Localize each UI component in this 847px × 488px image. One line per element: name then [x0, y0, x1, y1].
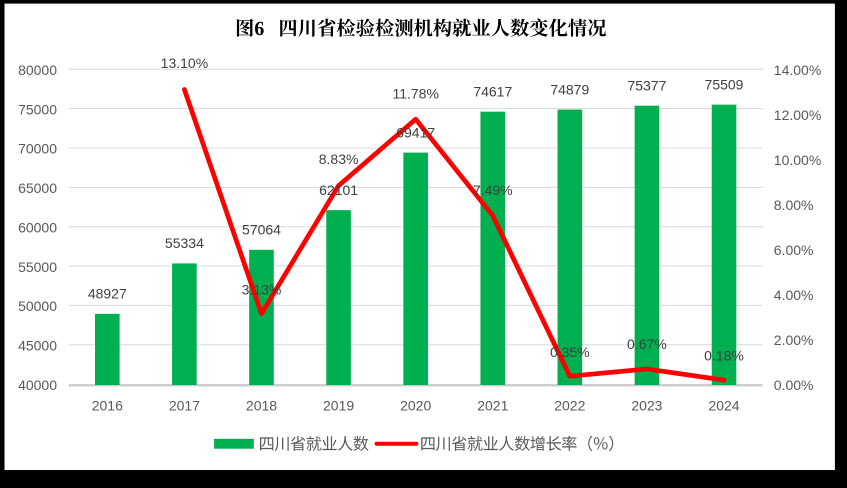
svg-text:60000: 60000	[18, 219, 57, 235]
svg-text:2023: 2023	[631, 397, 662, 413]
svg-text:40000: 40000	[18, 377, 57, 393]
svg-text:10.00%: 10.00%	[774, 152, 821, 168]
svg-text:6.00%: 6.00%	[774, 242, 814, 258]
svg-text:74617: 74617	[473, 83, 512, 99]
svg-text:69417: 69417	[396, 124, 435, 140]
svg-text:0.00%: 0.00%	[774, 377, 814, 393]
svg-text:0.67%: 0.67%	[627, 336, 667, 352]
svg-text:55000: 55000	[18, 259, 57, 275]
svg-text:2020: 2020	[400, 397, 431, 413]
svg-text:12.00%: 12.00%	[774, 107, 821, 123]
svg-text:75377: 75377	[627, 77, 666, 93]
svg-text:8.00%: 8.00%	[774, 197, 814, 213]
svg-text:11.78%: 11.78%	[392, 86, 438, 102]
svg-text:70000: 70000	[18, 141, 57, 157]
svg-text:2021: 2021	[477, 397, 508, 413]
svg-text:2019: 2019	[323, 397, 354, 413]
svg-text:0.35%: 0.35%	[550, 344, 590, 360]
svg-text:80000: 80000	[18, 62, 57, 78]
svg-text:7.49%: 7.49%	[473, 182, 513, 198]
svg-text:62101: 62101	[319, 182, 358, 198]
svg-text:65000: 65000	[18, 180, 57, 196]
svg-text:75509: 75509	[705, 76, 744, 92]
svg-text:2022: 2022	[554, 397, 585, 413]
svg-text:2.00%: 2.00%	[774, 332, 814, 348]
svg-text:57064: 57064	[242, 222, 281, 238]
svg-text:13.10%: 13.10%	[161, 55, 208, 71]
svg-text:2017: 2017	[169, 397, 200, 413]
svg-text:2024: 2024	[708, 397, 739, 413]
svg-text:45000: 45000	[18, 337, 57, 353]
svg-text:4.00%: 4.00%	[774, 287, 814, 303]
svg-text:74879: 74879	[550, 81, 589, 97]
svg-text:3.13%: 3.13%	[242, 282, 282, 298]
svg-text:14.00%: 14.00%	[774, 62, 821, 78]
svg-text:55334: 55334	[165, 235, 204, 251]
svg-text:75000: 75000	[18, 101, 57, 117]
svg-text:2018: 2018	[246, 397, 277, 413]
svg-text:48927: 48927	[88, 286, 127, 302]
svg-text:8.83%: 8.83%	[319, 151, 359, 167]
svg-text:2016: 2016	[92, 397, 123, 413]
svg-text:50000: 50000	[18, 298, 57, 314]
svg-text:0.18%: 0.18%	[704, 348, 744, 364]
